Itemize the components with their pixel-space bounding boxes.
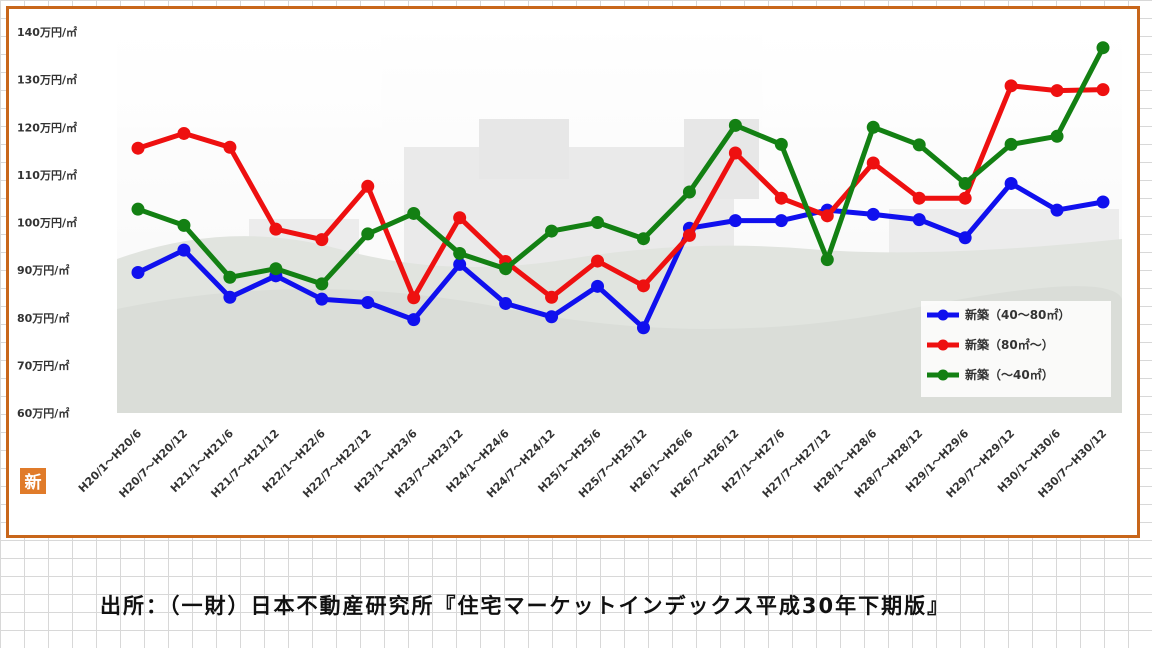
legend: 新築（40～80㎡） 新築（80㎡～） 新築（～40㎡）: [921, 301, 1111, 397]
data-point: [499, 262, 513, 276]
data-point: [1096, 195, 1110, 209]
line-chart: 60万円/㎡ 70万円/㎡ 80万円/㎡ 90万円/㎡ 100万円/㎡ 110万円/㎡ 12…: [17, 25, 1122, 501]
data-point: [636, 321, 650, 335]
legend-swatch-marker: [937, 309, 949, 321]
y-tick-label: 90万円/㎡: [17, 263, 69, 277]
data-point: [1004, 176, 1018, 190]
y-tick-label: 60万円/㎡: [17, 406, 69, 420]
series-line-2: [135, 83, 1106, 301]
y-tick-label: 120万円/㎡: [17, 120, 77, 134]
data-point: [223, 270, 237, 284]
data-point: [820, 209, 834, 223]
data-point: [361, 296, 375, 310]
logo-text: 新: [25, 472, 42, 493]
data-point: [1096, 41, 1110, 55]
data-point: [407, 291, 421, 305]
data-point: [315, 292, 329, 306]
data-point: [774, 191, 788, 205]
series-layer: [131, 41, 1110, 335]
data-point: [591, 216, 605, 229]
y-tick-label: 80万円/㎡: [17, 311, 69, 325]
y-tick-label: 140万円/㎡: [17, 25, 77, 39]
data-point: [361, 179, 375, 193]
data-point: [177, 126, 191, 140]
chart-frame: 60万円/㎡ 70万円/㎡ 80万円/㎡ 90万円/㎡ 100万円/㎡ 110万円/㎡ 12…: [6, 6, 1140, 538]
source-note: 出所：（一財）日本不動産研究所『住宅マーケットインデックス平成30年下期版』: [100, 594, 951, 618]
data-point: [866, 207, 880, 221]
x-axis-labels: H20/1～H20/6H20/7～H20/12H21/1～H21/6H21/7～…: [76, 427, 1109, 501]
data-point: [131, 266, 145, 280]
data-point: [499, 296, 513, 310]
data-point: [269, 222, 283, 236]
data-point: [453, 257, 467, 271]
data-point: [177, 243, 191, 257]
data-point: [820, 253, 834, 267]
data-point: [407, 313, 421, 327]
data-point: [315, 233, 329, 247]
data-point: [1004, 79, 1018, 93]
data-point: [269, 262, 283, 276]
y-tick-label: 100万円/㎡: [17, 216, 77, 230]
data-point: [682, 228, 696, 242]
data-point: [774, 137, 788, 151]
data-point: [1050, 129, 1064, 143]
data-point: [545, 224, 559, 238]
logo: 新: [20, 468, 46, 494]
data-point: [453, 246, 467, 260]
data-point: [728, 214, 742, 228]
y-axis-labels: 60万円/㎡ 70万円/㎡ 80万円/㎡ 90万円/㎡ 100万円/㎡ 110万円/㎡ 12…: [17, 25, 77, 420]
data-point: [958, 231, 972, 245]
legend-swatch-marker: [937, 369, 949, 381]
data-point: [591, 254, 605, 268]
y-tick-label: 70万円/㎡: [17, 358, 69, 372]
series-line-3: [135, 45, 1106, 287]
legend-label: 新築（80㎡～）: [965, 337, 1054, 352]
legend-label: 新築（40～80㎡）: [965, 307, 1070, 322]
series-line-1: [135, 180, 1106, 331]
data-point: [223, 290, 237, 304]
data-point: [912, 213, 926, 227]
data-point: [958, 176, 972, 190]
data-point: [682, 185, 696, 199]
data-point: [1004, 137, 1018, 151]
data-point: [1050, 203, 1064, 217]
y-tick-label: 130万円/㎡: [17, 73, 77, 87]
data-point: [131, 202, 145, 216]
data-point: [1050, 84, 1064, 98]
data-point: [407, 206, 421, 220]
legend-label: 新築（～40㎡）: [965, 367, 1054, 382]
data-point: [912, 191, 926, 205]
data-point: [958, 191, 972, 205]
data-point: [131, 141, 145, 155]
data-point: [636, 279, 650, 293]
y-tick-label: 110万円/㎡: [17, 168, 77, 182]
background-photo: [117, 27, 1122, 413]
data-point: [453, 211, 467, 225]
data-point: [223, 140, 237, 154]
data-point: [866, 120, 880, 134]
data-point: [591, 279, 605, 293]
data-point: [912, 138, 926, 152]
data-point: [177, 218, 191, 232]
legend-swatch-marker: [937, 339, 949, 351]
data-point: [545, 290, 559, 304]
data-point: [774, 214, 788, 228]
data-point: [315, 277, 329, 291]
data-point: [728, 146, 742, 160]
data-point: [545, 310, 559, 324]
data-point: [866, 156, 880, 170]
data-point: [728, 118, 742, 132]
data-point: [636, 232, 650, 246]
data-point: [361, 227, 375, 241]
data-point: [1096, 83, 1110, 97]
